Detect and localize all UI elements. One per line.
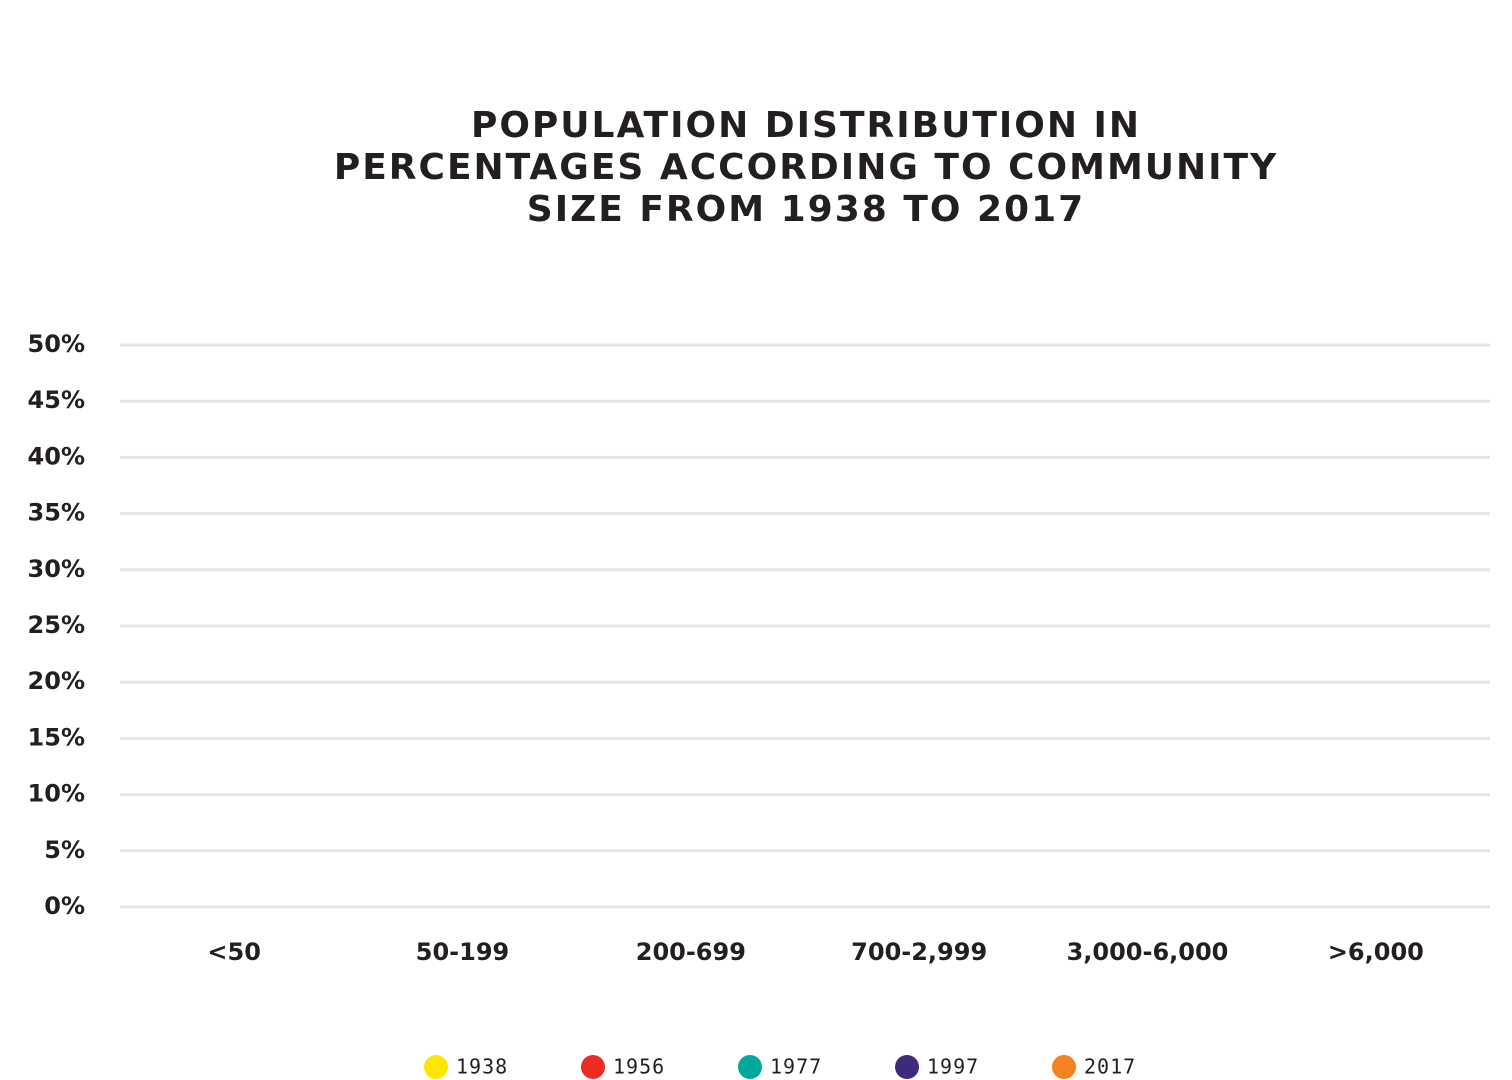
legend-label: 1938 [456,1055,508,1079]
y-tick-label: 15% [28,723,85,751]
legend-label: 1977 [770,1055,822,1079]
chart-title: SIZE FROM 1938 TO 2017 [527,189,1085,230]
legend-label: 1956 [613,1055,665,1079]
y-tick-label: 20% [28,667,85,695]
y-tick-label: 30% [28,555,85,583]
legend-swatch [895,1055,919,1079]
legend-swatch [738,1055,762,1079]
y-tick-label: 25% [28,611,85,639]
x-tick-label: 700-2,999 [851,938,987,966]
legend-swatch [581,1055,605,1079]
legend-label: 1997 [927,1055,979,1079]
legend-swatch [1052,1055,1076,1079]
x-tick-label: 3,000-6,000 [1067,938,1229,966]
y-tick-label: 5% [44,836,85,864]
x-tick-label: 50-199 [416,938,509,966]
chart-title: PERCENTAGES ACCORDING TO COMMUNITY [334,147,1278,188]
x-tick-label: 200-699 [636,938,746,966]
y-tick-label: 35% [28,499,85,527]
y-tick-label: 10% [28,780,85,808]
legend-label: 2017 [1084,1055,1136,1079]
x-tick-label: <50 [207,938,261,966]
x-tick-label: >6,000 [1328,938,1424,966]
legend-swatch [424,1055,448,1079]
y-tick-label: 45% [28,386,85,414]
y-tick-label: 50% [28,330,85,358]
chart-title: POPULATION DISTRIBUTION IN [471,105,1141,146]
y-tick-label: 40% [28,442,85,470]
y-tick-label: 0% [44,892,85,920]
